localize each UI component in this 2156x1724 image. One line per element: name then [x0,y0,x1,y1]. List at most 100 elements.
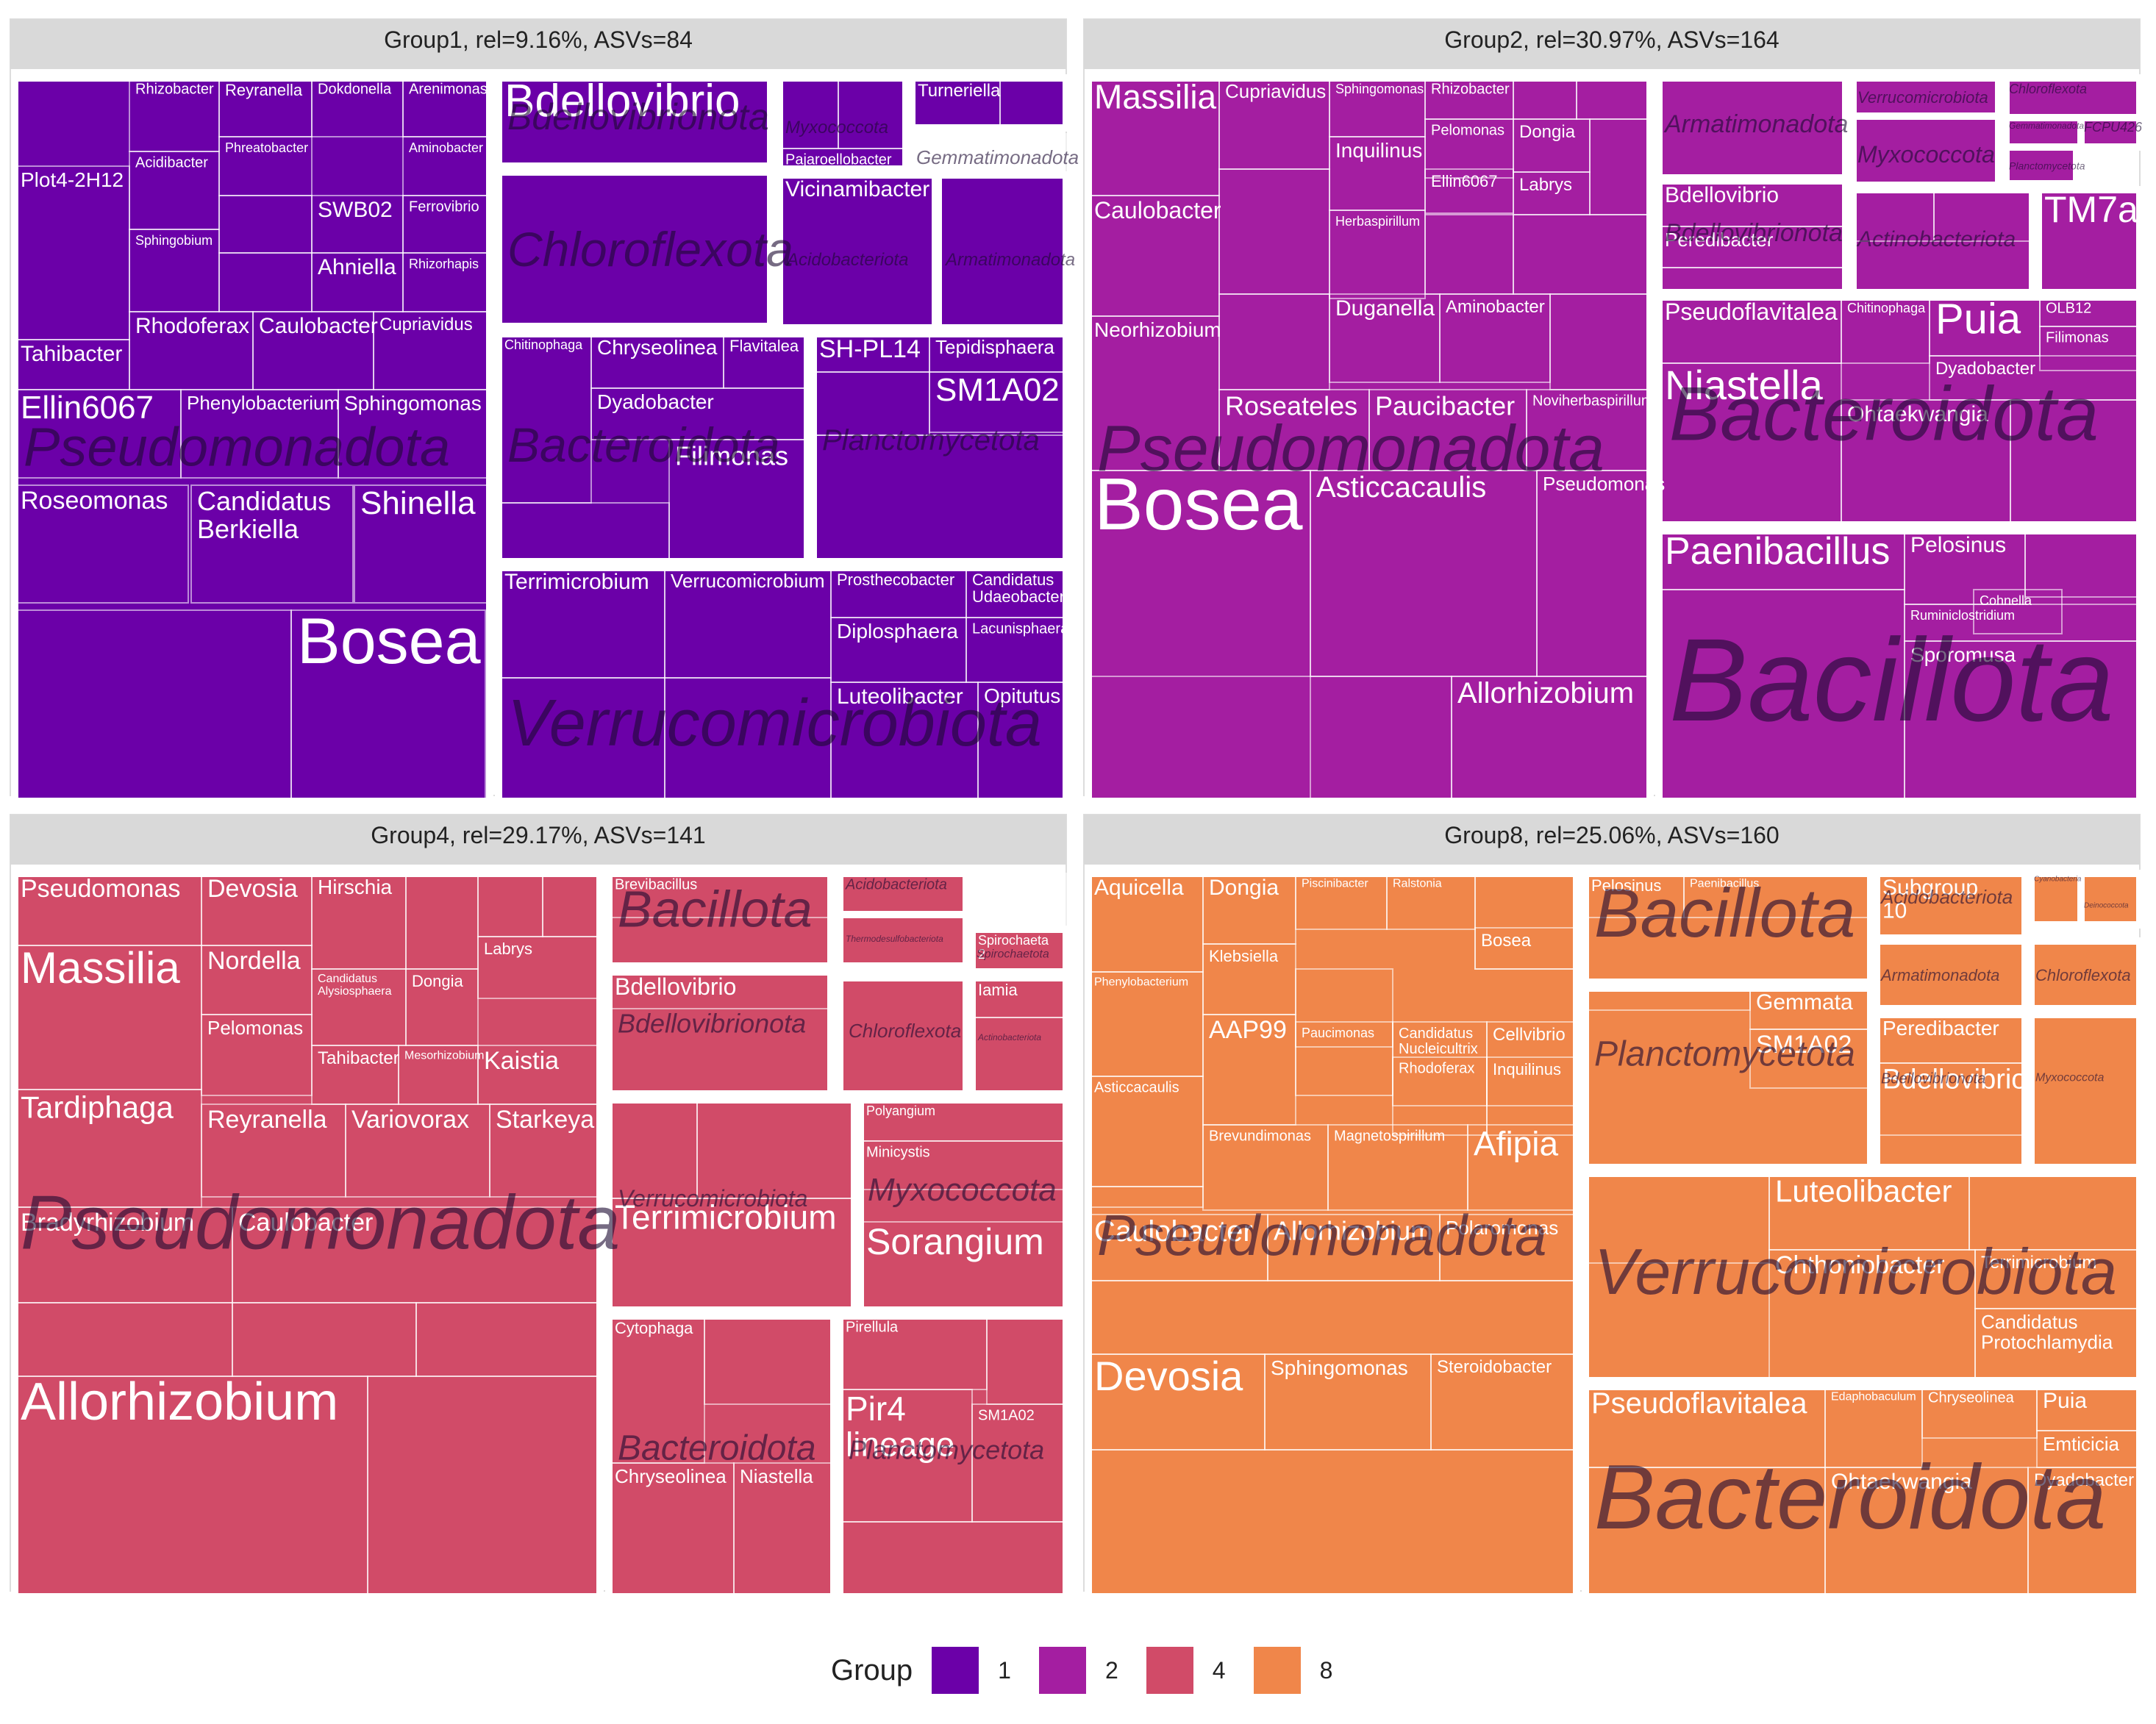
genus-label: Devosia [1094,1353,1243,1399]
panel-strip [10,19,1066,69]
phylum-label: Myxococcota [1857,141,1995,168]
genus-label: Bdellovibrio [504,76,740,126]
genus-label: Asticcacaulis [1094,1080,1179,1096]
genus-cell [498,77,771,167]
phylum-label: Bacillota [618,880,813,937]
genus-label: Ahniella [318,255,396,279]
genus-label: Ohtaekwangia [1831,1470,1972,1494]
phylum-label: Thermodesulfobacteriota [846,934,943,944]
genus-label: Afipia [1474,1125,1558,1163]
genus-label: Sorangium [866,1221,1044,1262]
genus-label: Bosea [297,604,481,677]
genus-label: OLB12 [2046,301,2091,317]
genus-label: Variovorax [351,1106,469,1134]
genus-cell [489,1104,601,1198]
genus-cell [2024,530,2141,598]
genus-label: Rhizobacter [1431,82,1510,98]
genus-cell [1486,1056,1577,1136]
genus-label: Terrimicrobium [1981,1253,2096,1273]
genus-label: Emticicia [2043,1433,2120,1455]
phylum-verrucomicrobiota [1849,74,2002,120]
genus-label: Dyadobacter [2034,1470,2134,1490]
genus-label: Bosea [1094,463,1303,546]
genus-label: Dyadobacter [597,390,714,413]
genus-label: Tepidisphaera [935,336,1054,358]
genus-label: Sporomusa [1910,643,2016,666]
genus-cell [999,77,1067,127]
genus-label: Ferrovibrio [409,199,479,215]
panel-strip [1084,815,2140,865]
genus-label: Ellin6067 [21,390,154,426]
genus-label: Phenylobacterium [1094,976,1188,988]
genus-cell [1876,1062,2026,1136]
legend-label-8: 8 [1319,1656,1333,1684]
genus-label: Bosea [1481,931,1532,951]
genus-label: Prosthecobacter [837,571,954,589]
phylum-armatimonadota [1873,937,2029,1012]
phylum-label: Spirochaetota [977,948,1049,960]
genus-cell [1088,1280,1577,1355]
genus-label: Puia [1935,296,2021,343]
genus-label: Tahibacter [21,342,122,366]
panel-group2: Group2, rel=30.97%, ASVs=164 Bosea Asticca… [1083,18,2143,805]
genus-label: Plot4-2H12 [21,168,124,191]
panel-group8: Group8, rel=25.06%, ASVs=160 Aquicella Don… [1083,814,2143,1600]
genus-label: SWB02 [318,198,393,222]
genus-label: Brevundimonas [1209,1129,1311,1145]
phylum-chloroflexota [2027,937,2143,1012]
legend-label-2: 2 [1104,1656,1118,1684]
legend-swatch-8 [1253,1647,1301,1694]
genus-label: Lacunisphaera [972,621,1069,637]
genus-label: Chryseolinea [1928,1390,2015,1406]
genus-label: Turneriella [918,81,1001,101]
phylum-pseudomonadota [1085,870,1580,1600]
phylum-label: Bacteroidota [618,1429,816,1468]
genus-label: Sphingobium [135,233,213,248]
legend-title: Group [831,1653,913,1687]
genus-label: Terrimicrobium [504,570,649,594]
legend-swatch-2 [1038,1647,1086,1694]
genus-label: Noviherbaspirillum [1532,393,1654,409]
genus-label: Ralstonia [1393,877,1442,890]
genus-label: Flavitalea [729,337,799,355]
genus-cell [190,484,354,604]
phylum-label: Actinobacteriota [977,1032,1041,1042]
genus-label: Aminobacter [409,140,483,155]
genus-label: Dongia [412,972,463,990]
genus-label: Luteolibacter [1775,1173,1952,1208]
genus-label: Pseudoflavitalea [1591,1387,1807,1420]
phylum-label: Armatimonadota [944,250,1075,270]
genus-cell [608,971,832,1009]
phylum-label: Gemmatimonadota [916,146,1079,168]
genus-label: Starkeya [496,1106,594,1134]
genus-cell [608,873,832,918]
genus-cell [1088,676,1452,802]
genus-label: Rhodoferax [1399,1061,1474,1077]
genus-label: Rhizobacter [135,82,214,98]
genus-label: Iamia [978,981,1018,999]
genus-label: Aquicella [1094,876,1184,900]
genus-label: Peredibacter [1665,229,1774,251]
genus-label: Caulobacter [1094,197,1221,223]
genus-cell [1088,1449,1579,1598]
panel-strip [1084,19,2140,69]
genus-label: Phreatobacter [225,140,308,155]
genus-cell [1876,873,2026,939]
genus-cell [813,434,1067,562]
genus-label: Rhizorhapis [409,257,479,271]
genus-label: Massilia [1094,78,1217,116]
genus-label: Cytophaga [615,1319,693,1337]
genus-label: Bdellovibrio [1665,183,1779,207]
genus-label: Niastella [740,1465,813,1487]
genus-label: Mesorhizobium [404,1049,484,1062]
genus-label: Peredibacter [1882,1017,1999,1040]
genus-cell [1973,589,2063,634]
genus-cell [664,677,832,802]
genus-label: Pseudoflavitalea [1665,298,1838,325]
genus-cell [860,1140,1067,1190]
genus-label: Ellin6067 [1431,172,1498,190]
genus-cell [1549,293,1651,390]
genus-label: Bdellovibrio [1882,1064,2027,1095]
genus-label: Devosia [207,875,298,903]
genus-label: Arenimonas [409,82,488,98]
